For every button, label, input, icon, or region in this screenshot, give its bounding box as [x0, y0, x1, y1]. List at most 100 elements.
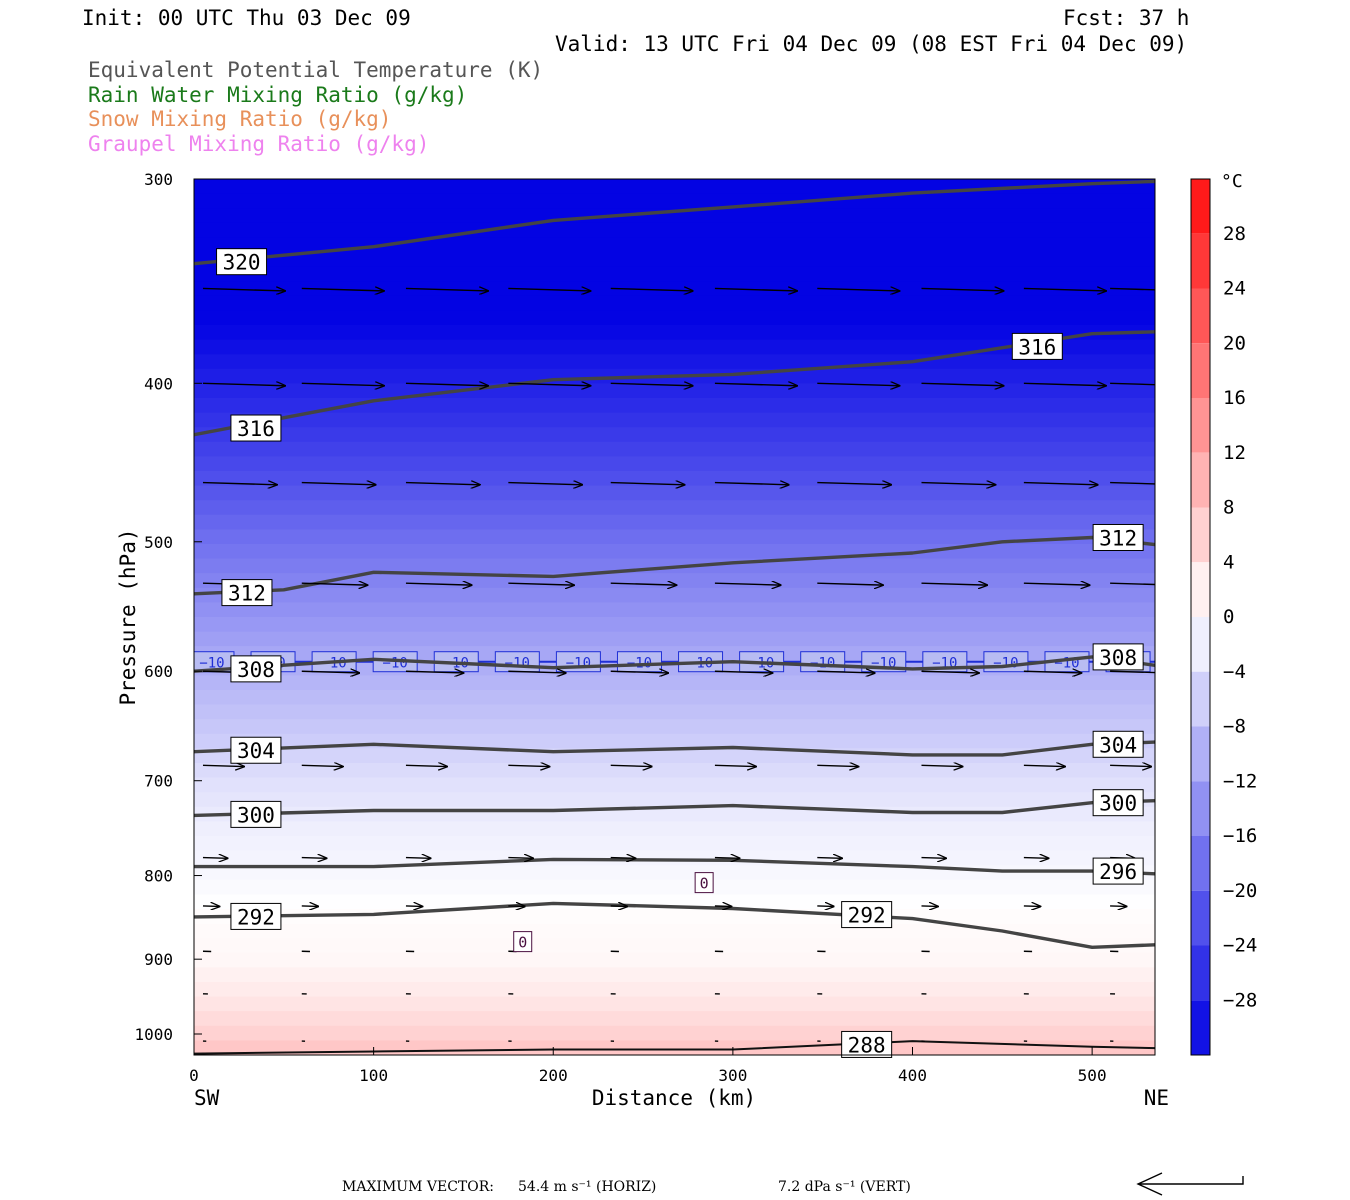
colorbar-tick-label: −4 [1223, 661, 1246, 683]
temperature-band [194, 179, 1155, 195]
temperature-band [194, 1011, 1155, 1027]
colorbar-tick-label: −28 [1223, 989, 1257, 1011]
temperature-band [194, 894, 1155, 910]
wind-vector [714, 671, 772, 673]
contour-label-box [1092, 643, 1144, 671]
wind-vector [817, 383, 899, 385]
contour-label: 296 [1099, 860, 1137, 884]
wind-vector [405, 858, 431, 859]
wind-vector [405, 583, 472, 585]
init-time: Init: 00 UTC Thu 03 Dec 09 [82, 6, 411, 30]
y-axis-title: Pressure (hPa) [116, 528, 140, 705]
temperature-band [194, 836, 1155, 852]
wind-vector [1023, 858, 1049, 859]
temperature-band [194, 354, 1155, 370]
temperature-band [194, 602, 1155, 618]
wind-vector [1023, 288, 1106, 290]
zero-isotherm-label-box [694, 872, 714, 894]
wind-vector [508, 671, 565, 673]
theta-e-contour [194, 740, 1155, 757]
wind-vector [817, 483, 891, 485]
legend-graupel: Graupel Mixing Ratio (g/kg) [88, 132, 430, 156]
contour-label: 292 [848, 904, 886, 928]
isotherm-label: −10 [199, 656, 224, 672]
temperature-band [194, 208, 1155, 224]
contour-label-box [230, 736, 282, 764]
zero-isotherm-label-box [513, 931, 533, 953]
wind-vector [610, 765, 652, 766]
wind-vector [301, 288, 384, 290]
wind-vector [714, 288, 797, 290]
temperature-band [194, 850, 1155, 866]
contour-label-box [1092, 789, 1144, 817]
wind-vector [202, 858, 228, 859]
wind-vector [301, 383, 384, 385]
contour-label-box [841, 1030, 893, 1058]
wind-vector [921, 483, 995, 485]
temperature-band [194, 982, 1155, 998]
temperature-band [194, 281, 1155, 297]
wind-vector [508, 288, 590, 290]
temperature-band [194, 690, 1155, 706]
colorbar-swatch [1191, 617, 1210, 672]
colorbar-swatch [1191, 781, 1210, 836]
temperature-band [194, 500, 1155, 516]
wind-vector [1110, 670, 1155, 674]
contour-label: 320 [223, 251, 261, 275]
wind-vector [1023, 765, 1065, 766]
plot-frame [193, 178, 1156, 1056]
contour-label: 292 [237, 905, 275, 929]
colorbar-swatch [1191, 836, 1210, 891]
contour-label-box [221, 579, 273, 607]
temperature-band [194, 456, 1155, 472]
temperature-band [194, 587, 1155, 603]
temperature-band [194, 471, 1155, 487]
temperature-band [194, 427, 1155, 443]
colorbar-tick-label: 20 [1223, 332, 1246, 354]
y-tick-label: 400 [144, 374, 173, 393]
zero-isotherm-label: 0 [518, 934, 527, 952]
zero-isotherm-label: 0 [700, 875, 709, 893]
temperature-band [194, 675, 1155, 691]
colorbar: °C 28 24 20 16 12 8 4 0 −4 −8 −12 −16 −20 −24 −28 [1190, 171, 1257, 1056]
temperature-band [194, 252, 1155, 268]
colorbar-swatch [1191, 233, 1210, 289]
colorbar-unit: °C [1221, 171, 1243, 192]
x-tick-label: 100 [359, 1066, 388, 1085]
wind-vector [301, 583, 368, 585]
wind-vector [921, 765, 962, 766]
temperature-band [194, 865, 1155, 881]
axes: 0 100 200 300 400 500 300 400 500 600 700 800 900 100… [116, 170, 1169, 1110]
temperature-band [194, 923, 1155, 939]
wind-vector [301, 765, 343, 766]
contour-label-box [216, 248, 268, 276]
wind-vector [202, 383, 285, 385]
contour-label-box [1092, 857, 1144, 885]
colorbar-swatch [1191, 288, 1210, 344]
temperature-band [194, 295, 1155, 311]
colorbar-tick-label: −20 [1223, 880, 1257, 902]
contour-label-box [230, 655, 282, 683]
x-tick-label: 500 [1078, 1066, 1107, 1085]
wind-vector [714, 858, 740, 859]
wind-vector [921, 858, 946, 859]
temperature-band [194, 193, 1155, 209]
contour-label-box [1092, 730, 1144, 758]
colorbar-tick-label: −12 [1223, 770, 1257, 792]
colorbar-tick-label: 4 [1223, 551, 1234, 573]
wind-vector [714, 483, 789, 485]
theta-e-contour [194, 330, 1155, 437]
y-tick-label: 900 [144, 950, 173, 969]
legend-theta-e: Equivalent Potential Temperature (K) [88, 58, 544, 82]
wind-vector [405, 288, 488, 290]
wind-vector [610, 288, 693, 290]
wind-vector [610, 583, 677, 585]
wind-vector [817, 858, 842, 859]
contour-label-box [230, 902, 282, 930]
theta-e-contour [194, 655, 1155, 673]
wind-vector [1023, 671, 1081, 673]
wind-vector [301, 671, 359, 673]
temperature-band [194, 398, 1155, 414]
isotherm-label: −10 [321, 656, 346, 672]
